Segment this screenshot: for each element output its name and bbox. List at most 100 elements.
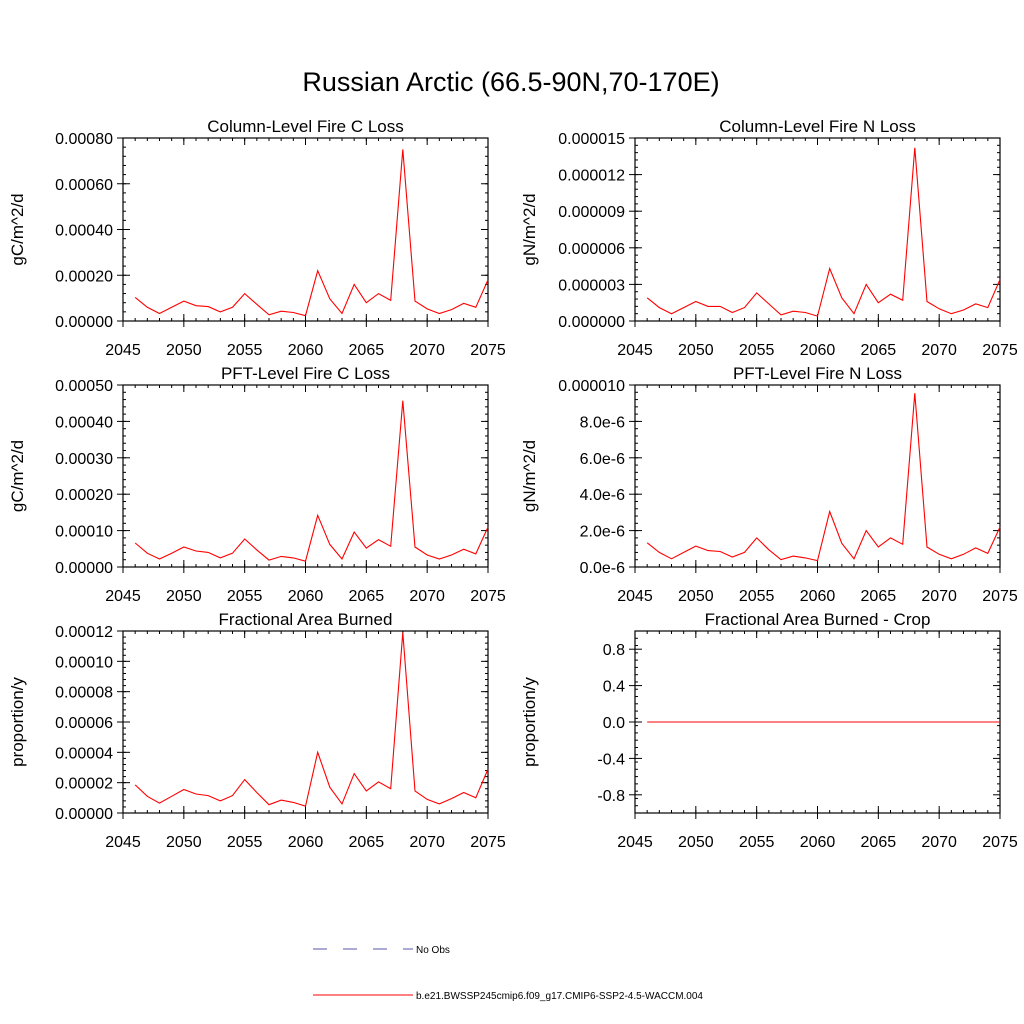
x-tick-label: 2060 — [800, 834, 836, 851]
y-axis-label: gC/m^2/d — [8, 440, 27, 512]
legend-no-obs-label: No Obs — [416, 945, 450, 956]
panel-title: Fractional Area Burned — [219, 610, 393, 629]
y-tick-label: 0.00002 — [55, 776, 113, 793]
x-tick-label: 2065 — [861, 834, 897, 851]
x-tick-label: 2050 — [678, 342, 714, 359]
y-tick-label: 0.00012 — [55, 624, 113, 641]
y-tick-label: 0.00000 — [55, 314, 113, 331]
x-tick-label: 2060 — [800, 588, 836, 605]
y-tick-label: 2.0e-6 — [580, 524, 625, 541]
series-line — [646, 147, 1001, 317]
series-line — [646, 393, 1001, 562]
y-tick-label: -0.8 — [597, 788, 625, 805]
y-tick-label: 0.000010 — [558, 378, 625, 395]
panel-title: PFT-Level Fire N Loss — [733, 364, 902, 383]
chart-panel-5: Fractional Area Burned proportion/y 2045 20… — [8, 610, 506, 851]
plot-frame — [122, 384, 489, 568]
x-tick-label: 2050 — [166, 342, 202, 359]
x-tick-label: 2075 — [470, 834, 506, 851]
y-tick-label: 0.000000 — [558, 314, 625, 331]
x-tick-label: 2070 — [921, 342, 957, 359]
y-tick-label: 0.00004 — [55, 745, 113, 762]
series-line — [134, 149, 489, 317]
y-tick-label: 0.000003 — [558, 277, 625, 294]
legend-model-label: b.e21.BWSSP245cmip6.f09_g17.CMIP6-SSP2-4… — [416, 991, 703, 1002]
panel-title: PFT-Level Fire C Loss — [221, 364, 390, 383]
chart-panel-2: Column-Level Fire N Loss gN/m^2/d 2045 2050… — [520, 117, 1018, 359]
y-tick-label: 0.000009 — [558, 204, 625, 221]
x-tick-label: 2065 — [349, 834, 385, 851]
y-tick-label: 0.00040 — [55, 414, 113, 431]
y-tick-label: 0.00006 — [55, 715, 113, 732]
x-tick-label: 2060 — [800, 342, 836, 359]
x-tick-label: 2075 — [982, 588, 1018, 605]
y-axis-label: gC/m^2/d — [8, 193, 27, 265]
y-tick-label: 0.00010 — [55, 524, 113, 541]
x-tick-label: 2075 — [982, 834, 1018, 851]
panel-title: Column-Level Fire C Loss — [207, 117, 404, 136]
chart-panel-6: Fractional Area Burned - Crop proportion/… — [520, 610, 1018, 851]
y-tick-label: 0.00020 — [55, 268, 113, 285]
x-tick-label: 2055 — [227, 588, 263, 605]
x-tick-label: 2045 — [105, 834, 141, 851]
y-tick-label: 0.00000 — [55, 560, 113, 577]
y-tick-label: 0.0 — [603, 715, 625, 732]
y-tick-label: 0.000006 — [558, 241, 625, 258]
x-tick-label: 2075 — [470, 342, 506, 359]
x-tick-label: 2060 — [288, 588, 324, 605]
y-tick-label: 0.00030 — [55, 451, 113, 468]
chart-panel-1: Column-Level Fire C Loss gC/m^2/d 2045 2050… — [8, 117, 506, 359]
y-axis-label: gN/m^2/d — [520, 193, 539, 265]
y-tick-label: 6.0e-6 — [580, 451, 625, 468]
x-tick-label: 2055 — [227, 834, 263, 851]
y-tick-label: 0.4 — [603, 679, 625, 696]
panel-title: Fractional Area Burned - Crop — [705, 610, 931, 629]
chart-panel-4: PFT-Level Fire N Loss gN/m^2/d 2045 2050 205… — [520, 364, 1018, 605]
y-tick-label: 0.00000 — [55, 806, 113, 823]
series-line — [134, 632, 489, 807]
y-tick-label: 0.00010 — [55, 654, 113, 671]
x-tick-label: 2070 — [921, 588, 957, 605]
x-tick-label: 2070 — [409, 588, 445, 605]
x-tick-label: 2055 — [739, 834, 775, 851]
x-tick-label: 2045 — [105, 588, 141, 605]
plot-frame — [122, 630, 489, 814]
y-tick-label: 0.8 — [603, 642, 625, 659]
panel-title: Column-Level Fire N Loss — [719, 117, 916, 136]
y-tick-label: 0.000015 — [558, 131, 625, 148]
y-axis-label: proportion/y — [520, 677, 539, 767]
series-line — [134, 400, 489, 562]
plot-frame — [634, 384, 1001, 568]
x-tick-label: 2050 — [678, 588, 714, 605]
x-tick-label: 2060 — [288, 342, 324, 359]
figure-title: Russian Arctic (66.5-90N,70-170E) — [302, 67, 719, 97]
x-tick-label: 2045 — [617, 834, 653, 851]
plot-frame — [122, 137, 489, 322]
x-tick-label: 2055 — [739, 588, 775, 605]
y-tick-label: 0.0e-6 — [580, 560, 625, 577]
y-axis-label: proportion/y — [8, 677, 27, 767]
chart-panel-3: PFT-Level Fire C Loss gC/m^2/d 2045 2050 205… — [8, 364, 506, 605]
x-tick-label: 2075 — [470, 588, 506, 605]
y-axis-label: gN/m^2/d — [520, 440, 539, 512]
y-tick-label: 0.000012 — [558, 168, 625, 185]
y-tick-label: 0.00080 — [55, 131, 113, 148]
x-tick-label: 2050 — [166, 588, 202, 605]
x-tick-label: 2070 — [409, 342, 445, 359]
legend: No Obs b.e21.BWSSP245cmip6.f09_g17.CMIP6… — [313, 945, 703, 1002]
x-tick-label: 2055 — [227, 342, 263, 359]
y-tick-label: -0.4 — [597, 751, 625, 768]
x-tick-label: 2075 — [982, 342, 1018, 359]
x-tick-label: 2065 — [861, 588, 897, 605]
y-tick-label: 8.0e-6 — [580, 414, 625, 431]
plot-frame — [634, 137, 1001, 322]
x-tick-label: 2065 — [349, 342, 385, 359]
y-tick-label: 0.00020 — [55, 487, 113, 504]
x-tick-label: 2045 — [105, 342, 141, 359]
x-tick-label: 2060 — [288, 834, 324, 851]
panels: Column-Level Fire C Loss gC/m^2/d 2045 2050… — [8, 117, 1018, 851]
x-tick-label: 2055 — [739, 342, 775, 359]
x-tick-label: 2050 — [166, 834, 202, 851]
x-tick-label: 2065 — [861, 342, 897, 359]
